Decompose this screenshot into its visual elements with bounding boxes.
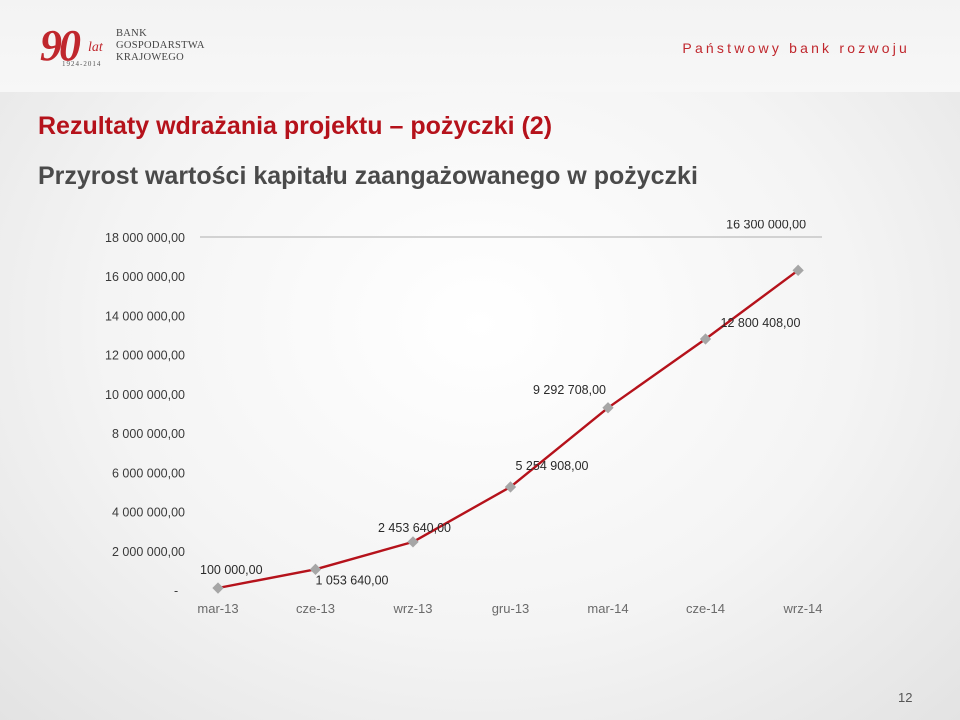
logo-bank-line2: GOSPODARSTWA <box>116 40 205 51</box>
y-tick-label: 18 000 000,00 <box>105 231 185 245</box>
line-chart: - 2 000 000,00 4 000 000,00 6 000 000,00 8 0… <box>105 220 822 616</box>
logo-bank-name: BANK GOSPODARSTWA KRAJOWEGO <box>116 28 205 64</box>
logo-bank-line1: BANK <box>116 28 147 39</box>
y-tick-label: 14 000 000,00 <box>105 309 185 323</box>
bgk-90-years-logo: 90 lat 1924-2014 BANK GOSPODARSTWA KRAJO… <box>40 21 240 74</box>
y-tick-label: 4 000 000,00 <box>112 506 185 520</box>
logo-number: 90 <box>40 21 81 70</box>
header-bar: 90 lat 1924-2014 BANK GOSPODARSTWA KRAJO… <box>0 0 960 92</box>
page-number: 12 <box>898 690 913 705</box>
data-point-marker <box>407 536 419 548</box>
tagline: Państwowy bank rozwoju <box>682 40 910 56</box>
x-tick-label: wrz-14 <box>782 601 822 616</box>
data-point-marker <box>212 582 224 594</box>
x-tick-label: cze-14 <box>686 601 725 616</box>
x-tick-label: cze-13 <box>296 601 335 616</box>
data-point-marker <box>504 481 517 493</box>
y-tick-label: 10 000 000,00 <box>105 388 185 402</box>
logo-bank-line3: KRAJOWEGO <box>116 52 185 63</box>
y-tick-label: 16 000 000,00 <box>105 270 185 284</box>
logo-years: 1924-2014 <box>62 60 102 68</box>
x-tick-label: mar-14 <box>587 601 628 616</box>
x-tick-label: wrz-13 <box>392 601 432 616</box>
y-tick-label: 12 000 000,00 <box>105 349 185 363</box>
data-label: 12 800 408,00 <box>721 316 801 330</box>
data-label: 100 000,00 <box>200 563 263 577</box>
y-tick-label: 8 000 000,00 <box>112 427 185 441</box>
slide-title: Rezultaty wdrażania projektu – pożyczki … <box>38 112 553 140</box>
y-tick-label: 6 000 000,00 <box>112 466 185 480</box>
y-tick-label: - <box>174 584 178 598</box>
data-label: 5 254 908,00 <box>516 459 589 473</box>
data-label: 16 300 000,00 <box>726 220 806 231</box>
data-label: 1 053 640,00 <box>316 573 389 587</box>
y-tick-label: 2 000 000,00 <box>112 545 185 559</box>
slide-subtitle: Przyrost wartości kapitału zaangażowaneg… <box>38 162 698 190</box>
logo-lat: lat <box>88 40 103 55</box>
x-tick-label: gru-13 <box>492 601 530 616</box>
data-label: 2 453 640,00 <box>378 521 451 535</box>
series-line <box>217 269 799 590</box>
data-point-marker <box>309 563 322 575</box>
data-label: 9 292 708,00 <box>533 383 606 397</box>
x-tick-label: mar-13 <box>197 601 238 616</box>
data-point-marker <box>602 402 614 414</box>
